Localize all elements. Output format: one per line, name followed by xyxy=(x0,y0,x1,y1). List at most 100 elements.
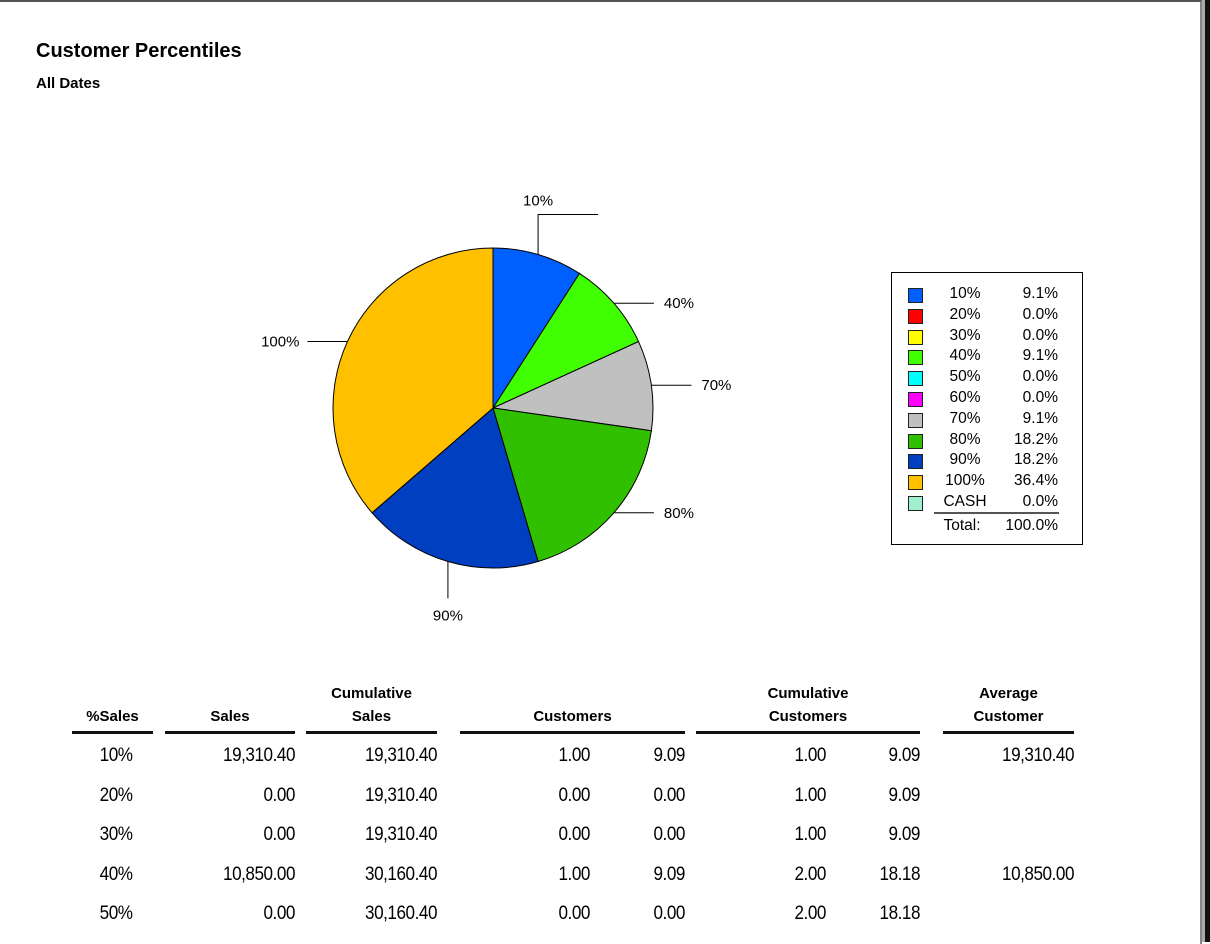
slice-label: 10% xyxy=(523,193,553,210)
table-cell: 1.00 xyxy=(794,824,827,845)
header-line2: %Sales xyxy=(86,708,139,725)
legend-item: 50% 0.0% xyxy=(892,368,1082,388)
table-cell: 1.00 xyxy=(794,745,827,766)
legend-label: 100% xyxy=(945,472,985,490)
legend-label: 50% xyxy=(949,368,981,386)
table-cell: 0.00 xyxy=(558,785,591,806)
vertical-scrollbar[interactable] xyxy=(1202,0,1210,942)
column-header: Cumulative Customers xyxy=(696,682,920,734)
table-cell: 10,850.00 xyxy=(1001,864,1074,885)
slice-label: 40% xyxy=(664,295,694,312)
legend-item: 30% 0.0% xyxy=(892,327,1082,347)
legend-swatch xyxy=(908,454,923,470)
table-cell: 0.00 xyxy=(263,824,296,845)
legend-value: 9.1% xyxy=(1022,409,1058,427)
table-cell: 0.00 xyxy=(653,824,686,845)
table-cell: 30,160.40 xyxy=(364,903,437,924)
table-cell: 10,850.00 xyxy=(222,864,295,885)
header-line1: Cumulative xyxy=(767,685,849,702)
header-line2: Sales xyxy=(351,708,392,725)
legend-swatch xyxy=(908,392,923,407)
header-line2: Customers xyxy=(768,708,848,725)
pie-slice xyxy=(332,247,494,514)
legend-item: 40% 9.1% xyxy=(892,347,1082,367)
table-cell: 9.09 xyxy=(653,745,686,766)
table-cell: 9.09 xyxy=(888,745,921,766)
table-cell: 2.00 xyxy=(794,864,827,885)
legend-value: 0.0% xyxy=(1022,493,1058,510)
header-line2: Customers xyxy=(533,708,612,725)
table-cell: 18.18 xyxy=(879,903,920,924)
legend-item: 100% 36.4% xyxy=(892,472,1082,492)
legend-label: 10% xyxy=(949,285,981,302)
column-header: %Sales xyxy=(72,682,153,734)
table-cell: 1.00 xyxy=(558,745,591,766)
header-line1 xyxy=(460,682,685,705)
header-line2: Sales xyxy=(210,708,250,725)
table-cell: 19,310.40 xyxy=(364,745,437,766)
table-cell: 30% xyxy=(100,824,133,845)
legend-total-value: 100.0% xyxy=(1005,517,1058,534)
table-cell: 0.00 xyxy=(263,785,296,806)
legend-value: 0.0% xyxy=(1022,368,1058,386)
legend-value: 9.1% xyxy=(1022,347,1058,365)
header-line1: Cumulative xyxy=(331,685,412,702)
legend-swatch xyxy=(908,475,923,491)
header-line2: Customer xyxy=(973,708,1044,725)
header-line1 xyxy=(165,682,295,705)
chart-legend: Total: 100.0% 10% 9.1% 20% 0.0% 30% 0.0%… xyxy=(891,272,1083,545)
legend-value: 0.0% xyxy=(1022,389,1058,406)
table-cell: 20% xyxy=(100,785,133,806)
table-cell: 0.00 xyxy=(263,903,296,924)
slice-label: 70% xyxy=(701,377,731,394)
legend-item: 60% 0.0% xyxy=(892,389,1082,409)
table-cell: 9.09 xyxy=(888,785,921,806)
table-cell: 1.00 xyxy=(794,785,827,806)
legend-value: 0.0% xyxy=(1022,326,1058,344)
pie-slice xyxy=(491,340,654,432)
table-cell: 30,160.40 xyxy=(364,864,437,885)
table-cell: 50% xyxy=(100,903,133,924)
table-cell: 19,310.40 xyxy=(1001,745,1074,766)
legend-value: 36.4% xyxy=(1014,472,1058,490)
table-cell: 0.00 xyxy=(558,903,591,924)
table-cell: 0.00 xyxy=(558,824,591,845)
table-cell: 19,310.40 xyxy=(222,745,295,766)
legend-item: 20% 0.0% xyxy=(892,306,1082,326)
legend-label: 20% xyxy=(949,305,981,323)
legend-label: CASH xyxy=(943,493,987,510)
legend-total-label: Total: xyxy=(943,517,981,534)
legend-item: CASH 0.0% xyxy=(892,493,1082,513)
pie-slice xyxy=(492,247,581,410)
report-title: Customer Percentiles xyxy=(36,40,242,62)
legend-item: 70% 9.1% xyxy=(892,410,1082,430)
legend-swatch xyxy=(908,496,923,511)
report-subtitle: All Dates xyxy=(36,75,101,92)
table-cell: 9.09 xyxy=(888,824,921,845)
table-cell: 0.00 xyxy=(653,785,686,806)
table-cell: 19,310.40 xyxy=(364,824,437,845)
legend-swatch xyxy=(908,433,923,449)
column-header: Average Customer xyxy=(943,682,1074,734)
slice-label: 80% xyxy=(664,505,694,522)
table-cell: 9.09 xyxy=(653,864,686,885)
legend-value: 18.2% xyxy=(1014,430,1058,448)
legend-value: 0.0% xyxy=(1022,305,1058,323)
legend-item: 90% 18.2% xyxy=(892,451,1082,471)
legend-total-divider xyxy=(934,512,1059,514)
legend-swatch xyxy=(908,412,923,428)
column-header: Cumulative Sales xyxy=(306,682,437,734)
table-cell: 18.18 xyxy=(879,864,920,885)
table-cell: 1.00 xyxy=(558,864,591,885)
legend-value: 9.1% xyxy=(1022,285,1058,302)
slice-label: 90% xyxy=(433,607,463,624)
slice-label: 100% xyxy=(261,334,299,351)
column-header: Sales xyxy=(165,682,295,734)
table-cell: 19,310.40 xyxy=(364,785,437,806)
table-cell: 0.00 xyxy=(653,903,686,924)
legend-total: Total: 100.0% xyxy=(892,517,1082,537)
legend-label: 40% xyxy=(949,347,981,365)
table-cell: 40% xyxy=(100,864,133,885)
